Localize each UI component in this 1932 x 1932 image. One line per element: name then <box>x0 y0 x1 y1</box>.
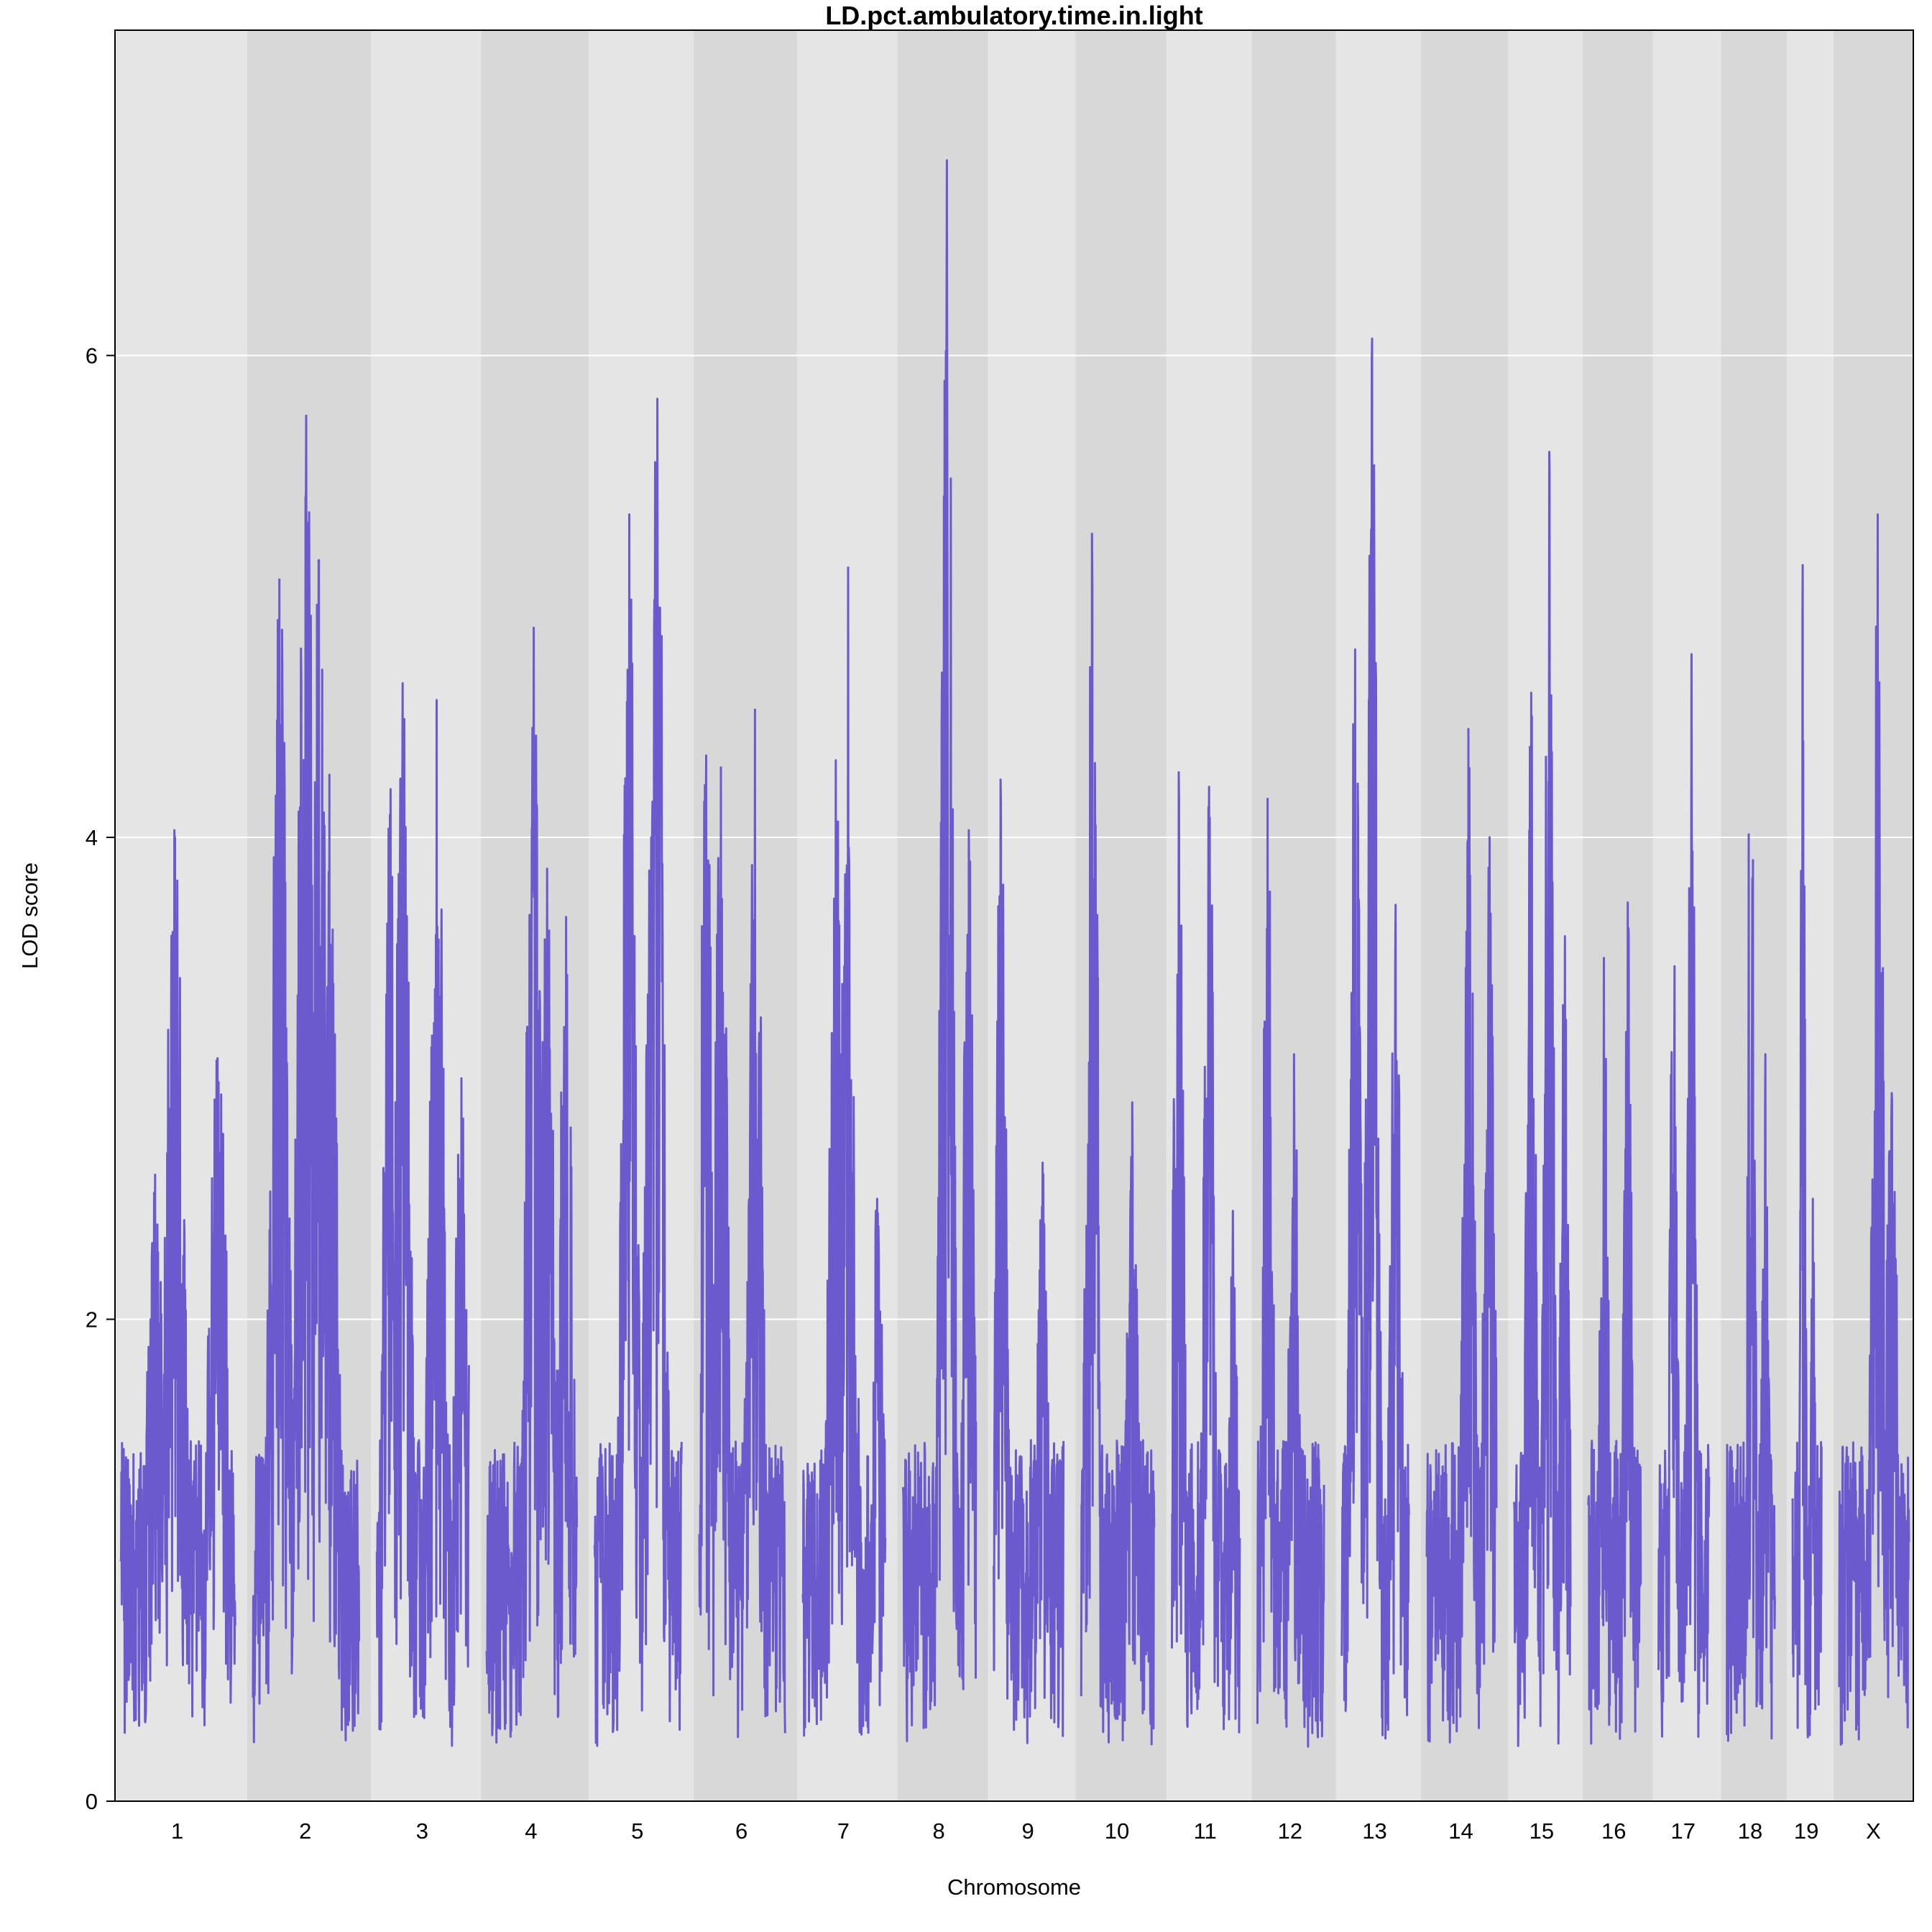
x-tick-label: 18 <box>1738 1818 1762 1844</box>
lod-line-chr-12 <box>1256 797 1325 1748</box>
x-tick-label: 1 <box>171 1818 183 1844</box>
x-tick-label: 10 <box>1105 1818 1129 1844</box>
lod-line-chr-4 <box>485 626 579 1744</box>
x-tick-label: 12 <box>1278 1818 1302 1844</box>
x-tick-label: X <box>1866 1818 1881 1844</box>
x-tick-label: 5 <box>631 1818 643 1844</box>
lod-line-chr-9 <box>993 778 1065 1744</box>
y-tick-label: 4 <box>86 825 98 850</box>
lod-line-chr-19 <box>1791 564 1823 1739</box>
x-axis-label: Chromosome <box>947 1874 1081 1900</box>
x-tick-label: 4 <box>525 1818 537 1844</box>
y-tick-label: 0 <box>86 1789 98 1814</box>
chart-title: LD.pct.ambulatory.time.in.light <box>825 1 1202 30</box>
plot-frame <box>114 29 1914 1802</box>
y-axis-ticks: 0 2 4 6 <box>86 344 115 1814</box>
x-axis-ticks: 1 2 3 4 5 6 7 8 9 10 11 12 13 14 15 16 17 18 19 X <box>171 1818 1881 1844</box>
lod-line-chr-15 <box>1513 451 1572 1747</box>
lod-line-chr-16 <box>1587 901 1642 1745</box>
lod-line-chr-11 <box>1171 771 1241 1734</box>
x-tick-label: 6 <box>735 1818 748 1844</box>
y-tick-label: 2 <box>86 1307 98 1333</box>
lod-line-chr-18 <box>1726 833 1776 1742</box>
lod-line-chr-7 <box>801 566 887 1737</box>
lod-line-chr-17 <box>1657 653 1711 1738</box>
x-tick-label: 14 <box>1448 1818 1473 1844</box>
lod-line-chr-2 <box>252 414 361 1744</box>
gridlines <box>115 354 1913 1320</box>
lod-line-chr-8 <box>901 159 978 1742</box>
lod-line-chr-13 <box>1340 337 1410 1740</box>
x-tick-label: 19 <box>1794 1818 1818 1844</box>
lod-line-chr-14 <box>1425 727 1498 1744</box>
x-tick-label: 16 <box>1601 1818 1626 1844</box>
x-tick-label: 15 <box>1530 1818 1554 1844</box>
y-tick-label: 6 <box>86 344 98 369</box>
x-tick-label: 2 <box>299 1818 311 1844</box>
lod-line-chr-5 <box>593 397 683 1747</box>
lod-line-chr-10 <box>1080 533 1156 1746</box>
x-tick-label: 11 <box>1194 1818 1217 1844</box>
x-tick-label: 9 <box>1021 1818 1034 1844</box>
lod-line-chr-1 <box>119 829 236 1734</box>
lod-line-chr-3 <box>375 682 470 1747</box>
x-tick-label: 8 <box>933 1818 945 1844</box>
lod-line-chr-6 <box>698 708 786 1739</box>
lod-line-chr-X <box>1838 513 1910 1746</box>
x-tick-label: 17 <box>1670 1818 1695 1844</box>
x-tick-label: 13 <box>1362 1818 1386 1844</box>
lod-series <box>119 159 1910 1748</box>
y-axis-label: LOD score <box>17 862 42 969</box>
x-tick-label: 7 <box>837 1818 850 1844</box>
x-tick-label: 3 <box>416 1818 428 1844</box>
